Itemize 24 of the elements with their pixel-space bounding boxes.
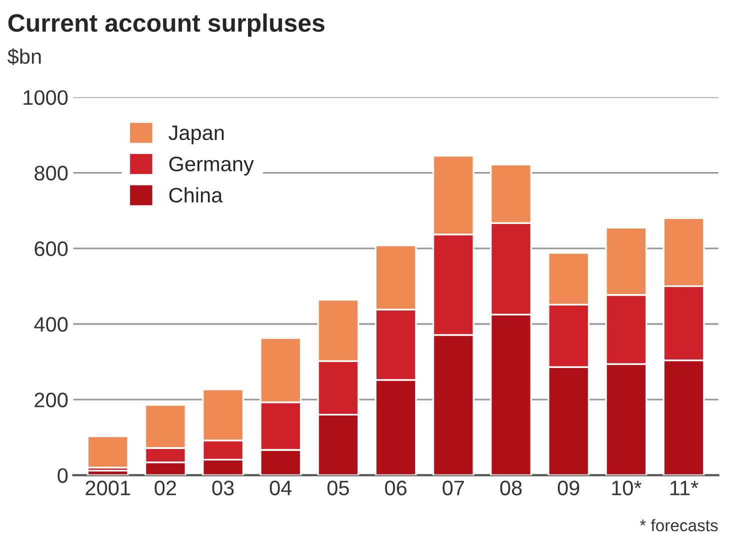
y-tick-label: 200: [34, 392, 68, 408]
x-tick-label: 06: [385, 480, 406, 496]
y-tick-label: 800: [34, 166, 68, 181]
x-tick-label: 07: [442, 480, 464, 496]
x-tick-label: 10*: [612, 480, 642, 496]
x-tick-label: 02: [154, 480, 176, 496]
x-tick-label: 11*: [670, 480, 698, 496]
x-tick-label: 2001: [86, 480, 130, 496]
x-tick-label: 05: [327, 480, 349, 496]
y-tick-label: 600: [34, 241, 68, 256]
chart-title: Current account surpluses: [8, 14, 324, 37]
x-tick-label: 04: [270, 480, 292, 496]
x-tick-label: 03: [212, 480, 234, 496]
x-tick-label: 09: [558, 480, 580, 496]
legend-label: Germany: [169, 156, 254, 176]
legend-label: China: [169, 187, 223, 203]
y-tick-label: 0: [58, 468, 68, 483]
x-tick-label: 08: [500, 480, 522, 496]
y-axis-title: $bn: [8, 48, 41, 66]
text: * forecasts: [640, 519, 718, 532]
legend-label: Japan: [168, 126, 224, 144]
y-tick-label: 400: [34, 317, 68, 332]
y-tick-label: 1000: [24, 90, 68, 105]
bar: [86, 435, 129, 468]
